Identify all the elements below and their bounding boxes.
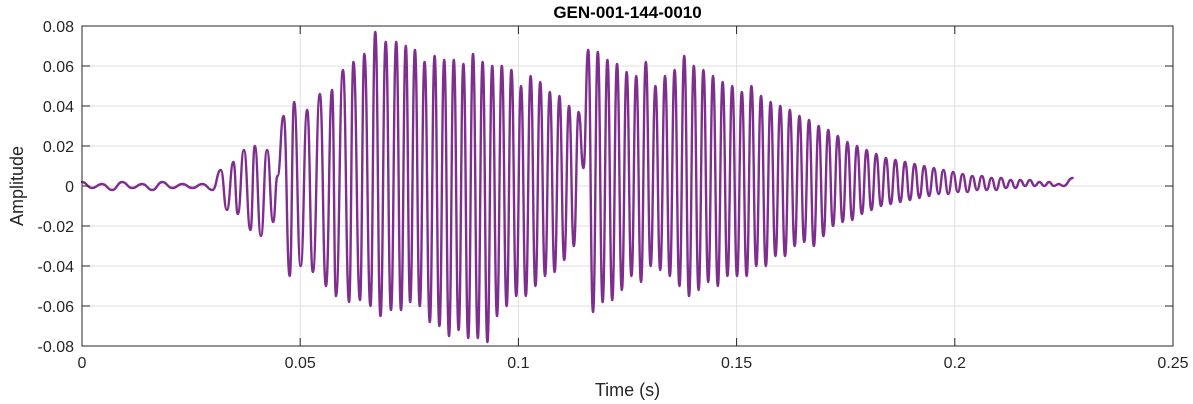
x-tick-labels: 0 0.05 0.1 0.15 0.2 0.25 — [78, 355, 1189, 372]
y-tick-label: -0.08 — [38, 339, 75, 356]
y-tick-label: 0.08 — [43, 19, 74, 36]
chart-title: GEN-001-144-0010 — [553, 3, 701, 22]
series-layer — [80, 30, 1074, 344]
y-tick-label: -0.04 — [38, 259, 75, 276]
y-tick-label: 0.06 — [43, 59, 74, 76]
series-line — [80, 30, 1074, 344]
y-tick-label: -0.06 — [38, 299, 75, 316]
y-axis-label: Amplitude — [7, 146, 27, 226]
y-tick-label: -0.02 — [38, 219, 75, 236]
x-tick-label: 0.2 — [944, 355, 966, 372]
y-tick-label: 0.02 — [43, 139, 74, 156]
x-tick-label: 0.25 — [1157, 355, 1188, 372]
y-tick-labels: -0.08 -0.06 -0.04 -0.02 0 0.02 0.04 0.06 0.08 — [38, 19, 75, 356]
x-axis-label: Time (s) — [595, 380, 660, 400]
x-tick-label: 0.1 — [507, 355, 529, 372]
x-tick-label: 0.05 — [285, 355, 316, 372]
x-tick-label: 0 — [78, 355, 87, 372]
y-tick-label: 0.04 — [43, 99, 74, 116]
x-tick-label: 0.15 — [721, 355, 752, 372]
y-tick-label: 0 — [65, 179, 74, 196]
tick-marks — [81, 25, 1174, 347]
